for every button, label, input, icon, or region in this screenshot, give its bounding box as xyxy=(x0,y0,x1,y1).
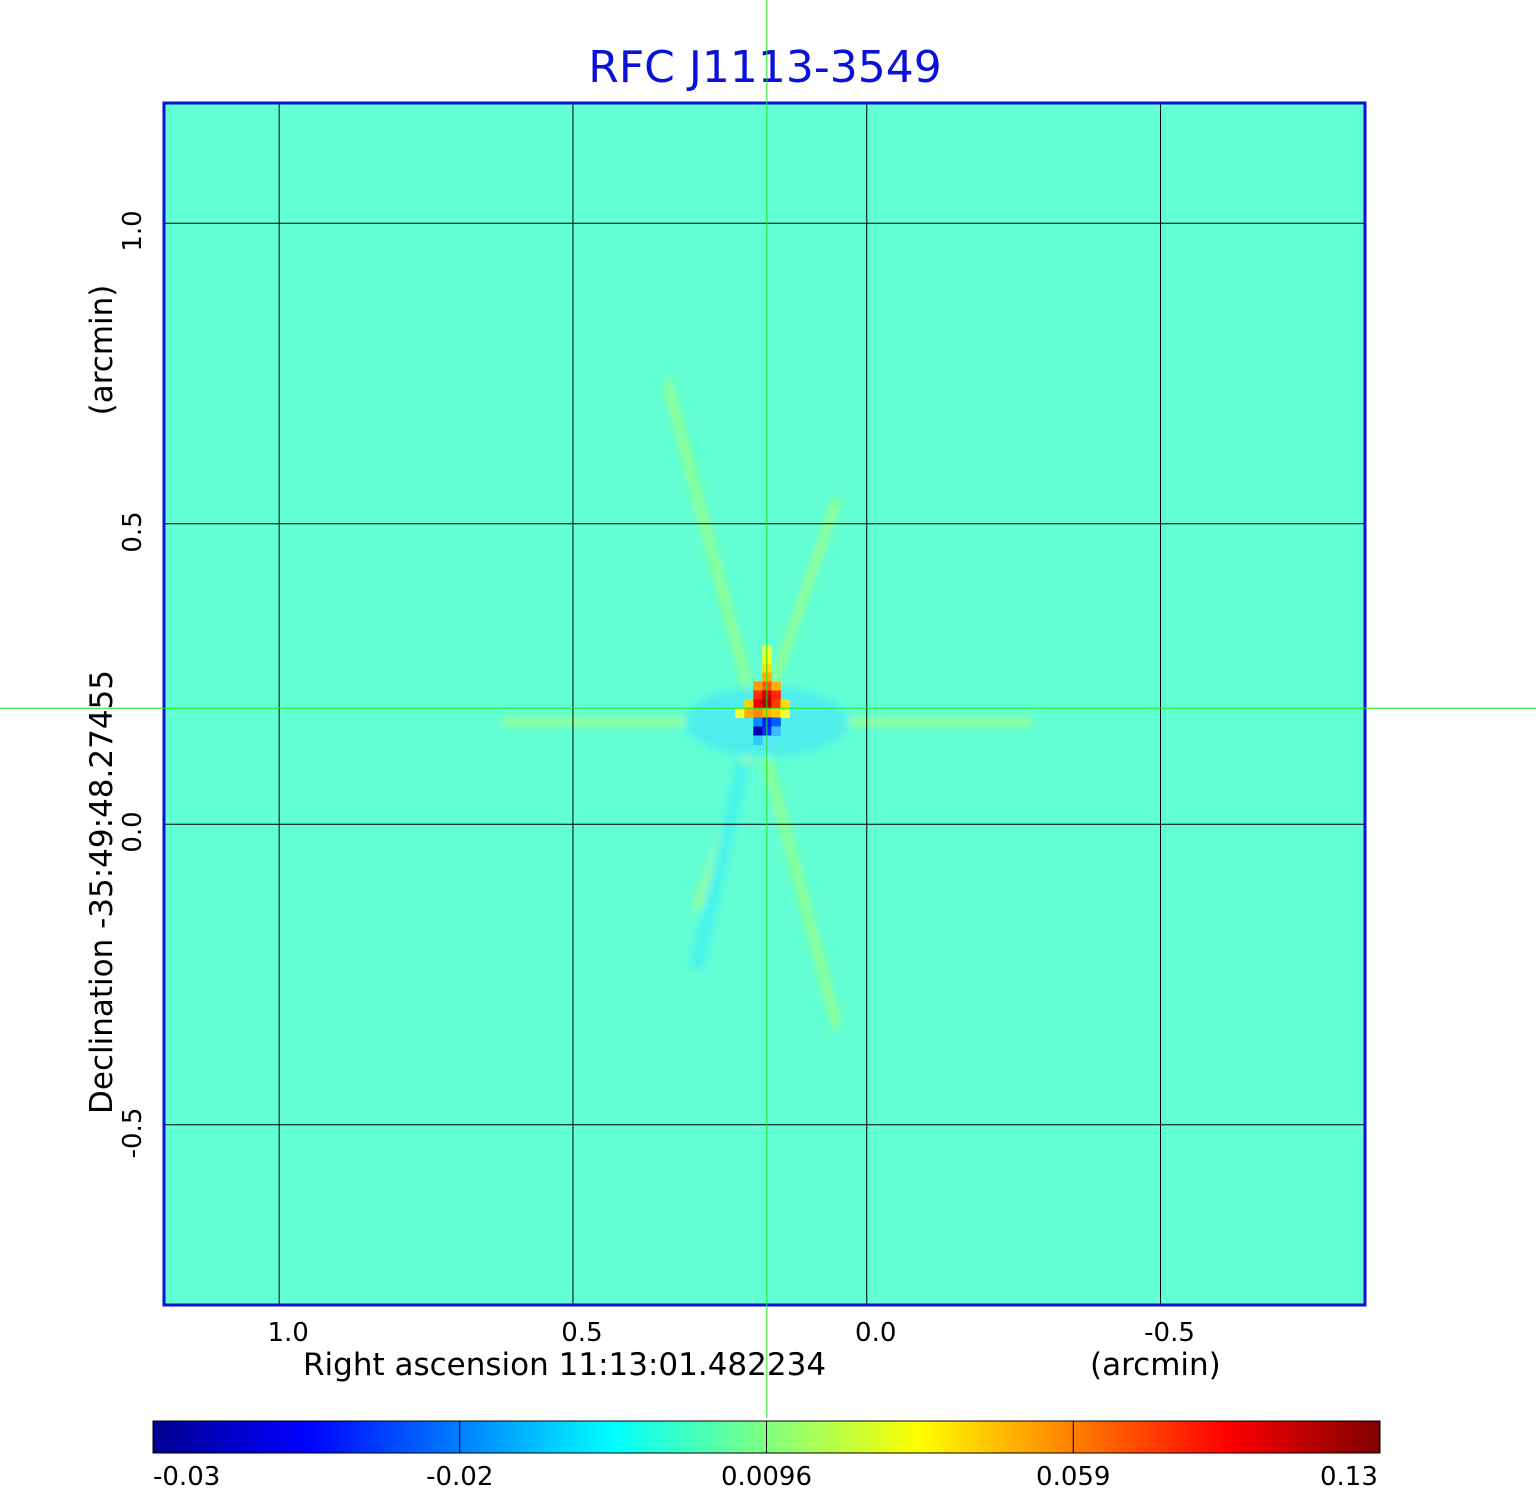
source-pixel xyxy=(753,681,763,691)
source-pixel xyxy=(771,699,781,709)
source-pixel xyxy=(744,708,754,718)
x-tick-label: 0.5 xyxy=(561,1318,603,1348)
x-tick-label: 1.0 xyxy=(267,1318,309,1348)
colorbar-tick-label: 0.059 xyxy=(1036,1462,1111,1492)
colorbar-tick-label: -0.03 xyxy=(153,1462,221,1492)
source-pixel xyxy=(753,735,763,745)
x-axis-label: Right ascension 11:13:01.482234 xyxy=(303,1347,827,1383)
source-pixel xyxy=(753,690,763,700)
source-pixel xyxy=(744,699,754,709)
source-pixel xyxy=(753,726,763,736)
colorbar-tick-label: -0.02 xyxy=(426,1462,494,1492)
plot-frame xyxy=(162,101,1367,1307)
x-tick-label: -0.5 xyxy=(1144,1318,1195,1348)
source-pixel xyxy=(753,717,763,727)
y-tick-label: 0.5 xyxy=(118,511,148,553)
grid-lines xyxy=(164,103,1365,1305)
colorbar-tick-label: 0.0096 xyxy=(721,1462,812,1492)
source-pixel xyxy=(771,726,781,736)
y-axis-label: Declination -35:49:48.27455 xyxy=(84,670,120,1114)
chart-title: RFC J1113-3549 xyxy=(588,42,942,93)
source-pixel xyxy=(771,708,781,718)
y-tick-label: 1.0 xyxy=(118,210,148,252)
y-axis-unit: (arcmin) xyxy=(84,284,120,416)
colorbar-tick-label: 0.13 xyxy=(1320,1462,1378,1492)
heatmap-image xyxy=(164,103,1365,1305)
source-pixel xyxy=(753,708,763,718)
colorbar-ticks xyxy=(152,1421,1381,1453)
source-pixel xyxy=(780,699,790,709)
negative-lobe xyxy=(689,761,751,970)
crosshair xyxy=(0,0,1536,1418)
source-pixel xyxy=(771,690,781,700)
source-pixel xyxy=(735,708,745,718)
y-tick-label: 0.0 xyxy=(118,811,148,853)
source-pixel xyxy=(780,708,790,718)
source-pixel xyxy=(771,681,781,691)
source-pixel xyxy=(753,699,763,709)
x-tick-label: 0.0 xyxy=(855,1318,897,1348)
y-tick-label: -0.5 xyxy=(118,1107,148,1159)
source-pixel xyxy=(771,717,781,727)
x-axis-unit: (arcmin) xyxy=(1090,1347,1221,1383)
